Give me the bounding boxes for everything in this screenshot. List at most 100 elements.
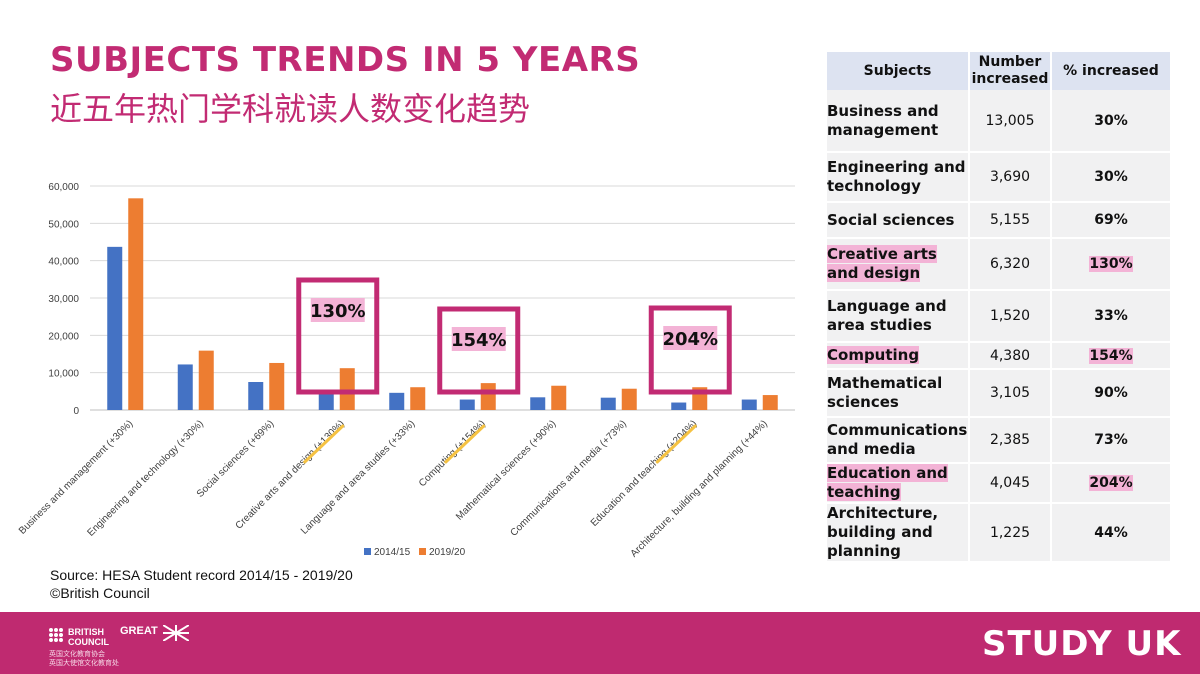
table-cell-pct: 44%	[1051, 503, 1172, 563]
table-cell-number: 3,690	[969, 152, 1052, 203]
callout-box	[296, 277, 380, 395]
copyright-text: ©British Council	[50, 585, 150, 601]
footer-bar	[0, 612, 1200, 674]
table-cell-pct: 69%	[1051, 202, 1172, 239]
table-cell-subject: Social sciences	[827, 202, 970, 239]
table-cell-number: 4,380	[969, 342, 1052, 370]
header-number: Number increased	[969, 52, 1052, 90]
subject-label: Mathematical sciences	[827, 374, 943, 411]
pct-label: 73%	[1094, 432, 1128, 448]
legend-swatch	[364, 548, 371, 555]
table-row: Engineering and technology 3,690 30%	[827, 152, 1172, 203]
table-row: Language and area studies 1,520 33%	[827, 290, 1172, 343]
y-tick-label: 50,000	[48, 219, 79, 230]
bar-2014	[671, 402, 687, 410]
callout-highlight	[451, 327, 506, 351]
header-subjects: Subjects	[827, 52, 970, 90]
table-row: Business and management 13,005 30%	[827, 90, 1172, 153]
subjects-table: Subjects Number increased % increased Bu…	[827, 52, 1172, 563]
pct-label: 44%	[1094, 524, 1128, 541]
bar-2019	[128, 198, 144, 410]
page-subtitle-cn: 近五年热门学科就读人数变化趋势	[50, 90, 531, 128]
bar-2014	[600, 397, 616, 410]
british-council-cn: 英国文化教育协会 英国大使馆文化教育处	[49, 650, 119, 668]
british-council-name: BRITISH COUNCIL	[68, 627, 109, 647]
table-cell-subject: Mathematical sciences	[827, 369, 970, 418]
table-cell-pct: 30%	[1051, 152, 1172, 203]
pct-label: 30%	[1094, 112, 1128, 129]
subject-label: Social sciences	[827, 210, 955, 229]
y-tick-label: 0	[73, 406, 79, 417]
table-cell-number: 4,045	[969, 463, 1052, 504]
table-cell-number: 6,320	[969, 238, 1052, 291]
bar-2019	[480, 383, 496, 410]
pct-label: 33%	[1094, 308, 1128, 324]
subject-label: Communications and media	[827, 421, 968, 458]
pct-label: 30%	[1094, 169, 1128, 185]
legend-swatch	[419, 548, 426, 555]
table-cell-pct: 130%	[1051, 238, 1172, 291]
table-cell-pct: 30%	[1051, 90, 1172, 153]
table-cell-number: 13,005	[969, 90, 1052, 153]
subject-label: Creative arts and design	[827, 245, 937, 282]
callout-box	[648, 305, 732, 395]
callout-label: 204%	[662, 329, 718, 350]
subject-label: Education and teaching	[827, 464, 948, 501]
table-cell-subject: Creative arts and design	[827, 238, 970, 291]
callout-label: 130%	[310, 301, 366, 322]
table-cell-subject: Business and management	[827, 90, 970, 153]
x-tick-label: Engineering and technology (+30%)	[85, 418, 205, 538]
bar-2019	[339, 368, 355, 410]
bar-2019	[551, 385, 567, 410]
y-tick-label: 30,000	[48, 294, 79, 305]
callout-highlight	[663, 326, 718, 350]
bc-cn-line1: 英国文化教育协会	[49, 650, 105, 658]
header-pct: % increased	[1051, 52, 1172, 90]
table-cell-pct: 204%	[1051, 463, 1172, 504]
x-tick-label: Language and area studies (+33%)	[299, 418, 417, 536]
table-row: Communications and media 2,385 73%	[827, 417, 1172, 464]
pct-label: 204%	[1089, 475, 1133, 491]
page-title: SUBJECTS TRENDS IN 5 YEARS	[50, 40, 641, 80]
y-tick-label: 20,000	[48, 331, 79, 342]
pct-label: 154%	[1089, 347, 1133, 364]
table-cell-subject: Language and area studies	[827, 290, 970, 343]
table-cell-number: 1,225	[969, 503, 1052, 563]
bar-2014	[741, 399, 757, 410]
x-tick-label: Business and management (+30%)	[17, 418, 135, 536]
table-cell-pct: 90%	[1051, 369, 1172, 418]
y-tick-label: 60,000	[48, 182, 79, 193]
table-row: Creative arts and design 6,320 130%	[827, 238, 1172, 291]
x-tick-label: Communications and media (+73%)	[508, 418, 628, 538]
table-cell-pct: 154%	[1051, 342, 1172, 370]
bar-2019	[269, 362, 285, 410]
great-text: GREAT	[120, 625, 158, 637]
table-cell-subject: Computing	[827, 342, 970, 370]
legend-label: 2019/20	[429, 547, 466, 558]
bar-2014	[177, 364, 193, 410]
table-cell-subject: Education and teaching	[827, 463, 970, 504]
x-tick-label: Architecture, building and planning (+44…	[629, 418, 770, 559]
bar-2014	[318, 391, 334, 410]
table-cell-subject: Architecture, building and planning	[827, 503, 970, 563]
table-row: Mathematical sciences 3,105 90%	[827, 369, 1172, 418]
table-cell-number: 3,105	[969, 369, 1052, 418]
bar-2019	[621, 388, 637, 410]
pct-label: 90%	[1094, 385, 1128, 401]
bar-2019	[410, 387, 426, 410]
table-header-row: Subjects Number increased % increased	[827, 52, 1172, 90]
table-cell-number: 2,385	[969, 417, 1052, 464]
y-tick-label: 40,000	[48, 257, 79, 268]
bar-2014	[530, 397, 546, 410]
table-cell-pct: 33%	[1051, 290, 1172, 343]
bar-2019	[762, 395, 778, 410]
callout-label: 154%	[451, 330, 507, 351]
table-cell-number: 1,520	[969, 290, 1052, 343]
callout-box	[437, 306, 521, 395]
table-cell-subject: Engineering and technology	[827, 152, 970, 203]
study-uk-logo: STUDY UK	[982, 624, 1182, 664]
subject-label: Computing	[827, 346, 920, 364]
yellow-underline	[303, 424, 345, 464]
yellow-underline	[444, 424, 486, 464]
source-text: Source: HESA Student record 2014/15 - 20…	[50, 567, 353, 583]
